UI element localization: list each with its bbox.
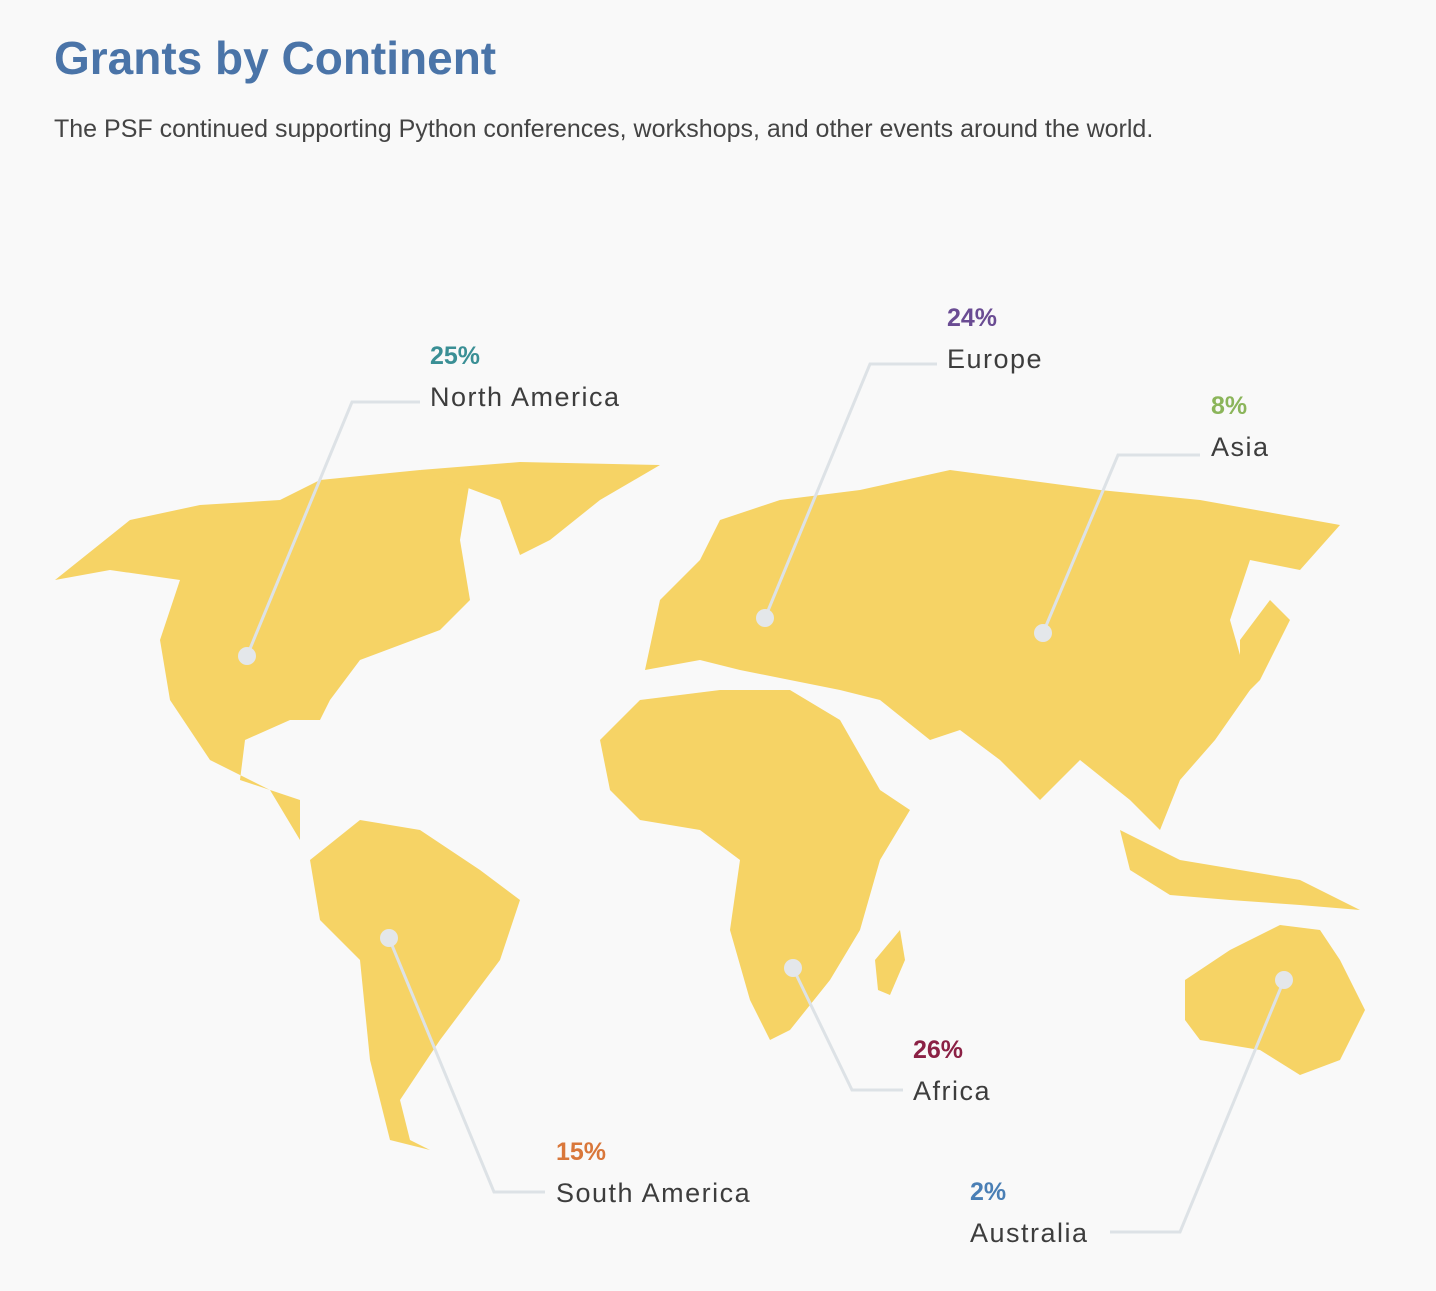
- percent-label: 15%: [556, 1138, 606, 1166]
- continent-name: North America: [430, 382, 621, 412]
- marker-dot: [1034, 624, 1052, 642]
- marker-dot: [238, 647, 256, 665]
- percent-label: 24%: [947, 304, 997, 332]
- leader-line: [763, 362, 937, 619]
- world-map: [55, 462, 1365, 1150]
- percent-label: 25%: [430, 342, 480, 370]
- marker-dot: [1275, 971, 1293, 989]
- leader-line: [387, 937, 545, 1194]
- continent-name: Asia: [1211, 432, 1270, 462]
- continent-name: Africa: [913, 1076, 991, 1106]
- continent-name: South America: [556, 1178, 751, 1208]
- continent-name: Australia: [970, 1218, 1089, 1248]
- continent-name: Europe: [947, 344, 1043, 374]
- percent-label: 8%: [1211, 392, 1247, 420]
- title: Grants by Continent: [54, 32, 496, 84]
- leader-line: [791, 967, 903, 1092]
- marker-dot: [380, 929, 398, 947]
- percent-label: 26%: [913, 1036, 963, 1064]
- leader-line: [1041, 453, 1200, 634]
- percent-label: 2%: [970, 1178, 1006, 1206]
- marker-dot: [756, 609, 774, 627]
- leader-line: [245, 400, 420, 657]
- leader-line: [1110, 979, 1286, 1234]
- marker-dot: [784, 959, 802, 977]
- subtitle: The PSF continued supporting Python conf…: [54, 115, 1153, 143]
